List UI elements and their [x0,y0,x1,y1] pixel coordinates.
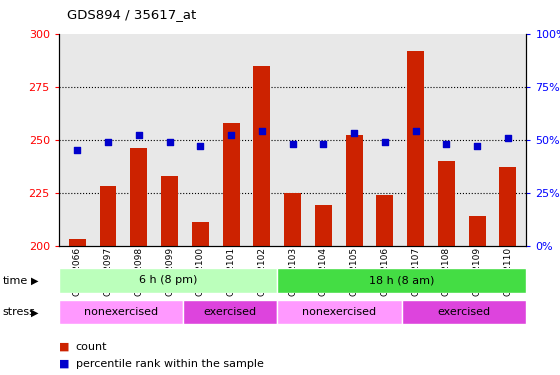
Text: exercised: exercised [204,307,257,317]
Point [473,143,482,149]
Bar [376,195,393,246]
Point [503,135,512,141]
Bar [500,167,516,246]
Text: 18 h (8 am): 18 h (8 am) [369,275,435,285]
Bar [253,66,270,246]
Bar [315,206,332,246]
Bar [69,239,86,246]
Bar [100,186,116,246]
Bar [59,268,277,292]
Bar [346,135,362,246]
Point [73,147,82,153]
Point [319,141,328,147]
Bar [223,123,240,246]
Bar [284,193,301,246]
Text: time: time [3,276,28,285]
Bar [469,216,486,246]
Bar [59,300,184,324]
Text: percentile rank within the sample: percentile rank within the sample [76,359,263,369]
Bar [277,268,526,292]
Text: nonexercised: nonexercised [302,307,376,317]
Bar [277,300,402,324]
Text: GDS894 / 35617_at: GDS894 / 35617_at [67,8,197,21]
Text: 6 h (8 pm): 6 h (8 pm) [139,275,197,285]
Bar [407,51,424,246]
Text: ■: ■ [59,342,69,352]
Bar [130,148,147,246]
Point [196,143,205,149]
Text: ■: ■ [59,359,69,369]
Text: ▶: ▶ [31,308,38,317]
Point [380,139,389,145]
Text: stress: stress [3,308,36,317]
Point [104,139,113,145]
Point [227,132,236,138]
Point [165,139,174,145]
Point [134,132,143,138]
Text: ▶: ▶ [31,276,38,285]
Bar [161,176,178,246]
Point [258,128,267,134]
Bar [184,300,277,324]
Point [442,141,451,147]
Point [288,141,297,147]
Point [411,128,420,134]
Bar [438,161,455,246]
Bar [192,222,209,246]
Bar [402,300,526,324]
Point [349,130,358,136]
Text: exercised: exercised [437,307,491,317]
Text: count: count [76,342,107,352]
Text: nonexercised: nonexercised [84,307,158,317]
